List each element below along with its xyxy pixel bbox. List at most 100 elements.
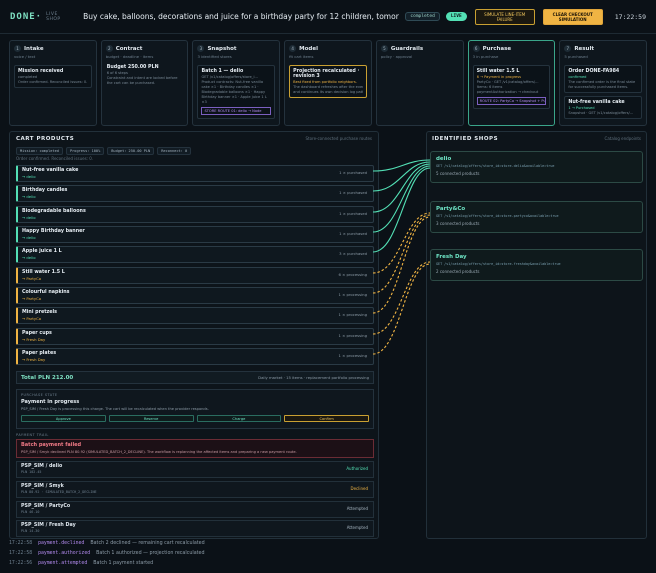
- stage-name: Model: [299, 45, 318, 52]
- total-note: Daily market · 15 items · replacement po…: [258, 375, 369, 380]
- stage-model[interactable]: 4 Model fit cart items Projection recalc…: [284, 40, 372, 126]
- simulate-failure-button[interactable]: SIMULATE LINE-ITEM FAILURE: [474, 8, 535, 25]
- log-event: payment.authorized: [38, 551, 91, 556]
- psp-detail: PLN 14.30: [21, 529, 40, 533]
- reserve-button[interactable]: Reserve: [108, 415, 194, 422]
- shop-card-freshday[interactable]: Fresh Day GET /v1/catalog/offers/store_i…: [430, 249, 643, 281]
- shops-title: IDENTIFIED SHOPS: [432, 136, 499, 142]
- item-shop: → PartyCo: [22, 296, 42, 301]
- card-line: completed: [18, 75, 38, 79]
- cart-total: Total PLN 212.00 Daily market · 15 items…: [16, 371, 374, 384]
- card-line: Items: 6 items: [476, 85, 503, 89]
- item-status: 1 × processing: [338, 333, 367, 338]
- psp-name: PSP_SIM / Fresh Day: [21, 523, 76, 528]
- stage-card: Projection recalculated · revision 3 Bes…: [289, 65, 367, 98]
- psp-name: PSP_SIM / PartyCo: [21, 504, 71, 509]
- card-line: 6 of 6 steps: [106, 71, 128, 75]
- stage-contract[interactable]: 2 Contract budget · deadline · items Bud…: [100, 40, 189, 126]
- card-line: 6 → Payment in progress: [476, 75, 521, 79]
- stage-number: 1: [14, 45, 21, 52]
- payment-title: Payment in progress: [21, 399, 80, 405]
- shop-endpoint: GET /v1/catalog/offers/store_id=store-pa…: [436, 214, 559, 218]
- cart-item[interactable]: Mini pretzels → PartyCo 1 × processing: [16, 307, 374, 324]
- psp-row[interactable]: PSP_SIM / delio PLN 102.45 Authorized: [16, 461, 374, 478]
- route-line: [372, 165, 431, 233]
- route-line: [372, 214, 431, 294]
- item-shop: → delio: [22, 194, 36, 199]
- card-line: The confirmed order is the final state: [568, 80, 636, 84]
- card-line: Best fixed from portfolio neighbors.: [293, 80, 357, 84]
- psp-row[interactable]: PSP_SIM / PartyCo PLN 46.10 Attempted: [16, 501, 374, 518]
- cart-item[interactable]: Paper cups → Fresh Day 1 × processing: [16, 328, 374, 345]
- stage-purchase[interactable]: 6 Purchase 3 in purchase Still water 1.5…: [467, 40, 556, 126]
- log-message: Batch 1 authorized — projection recalcul…: [96, 551, 205, 556]
- charge-button[interactable]: Charge: [196, 415, 282, 422]
- item-shop: → delio: [22, 235, 36, 240]
- log-entry: 17:22:56 payment.attempted Batch 1 payme…: [9, 559, 429, 568]
- psp-name: PSP_SIM / delio: [21, 464, 63, 469]
- log-time: 17:22:58: [9, 541, 33, 546]
- item-name: Nut-free vanilla cake: [22, 168, 79, 173]
- stage-number: 2: [105, 45, 113, 52]
- route-line: [372, 163, 431, 213]
- clear-simulation-button[interactable]: CLEAR CHECKOUT SIMULATION: [542, 8, 603, 25]
- cart-item[interactable]: Happy Birthday banner → delio 1 × purcha…: [16, 226, 374, 243]
- stage-intake[interactable]: 1 Intake voice / text Mission received c…: [9, 40, 97, 126]
- item-name: Birthday candles: [22, 188, 68, 193]
- stage-number: 4: [289, 45, 297, 52]
- cart-item[interactable]: Paper plates → Fresh Day 1 × processing: [16, 348, 374, 365]
- item-name: Still water 1.5 L: [22, 270, 65, 275]
- card-title: Budget 250.00 PLN: [106, 65, 159, 70]
- item-shop: → delio: [22, 255, 36, 260]
- item-name: Happy Birthday banner: [22, 229, 85, 234]
- cart-item[interactable]: Biodegradable balloons → delio 1 × purch…: [16, 206, 374, 223]
- cart-chips: Mission: completed Progress: 100% Budget…: [16, 147, 192, 155]
- log-time: 17:22:58: [9, 551, 33, 556]
- stage-name: Contract: [115, 45, 143, 52]
- psp-status: Attempted: [346, 506, 368, 511]
- route-line: [372, 216, 431, 314]
- shop-name: delio: [436, 156, 452, 162]
- route-line: [372, 212, 431, 274]
- payment-trail-label: PAYMENT TRAIL: [16, 433, 49, 437]
- stage-subtitle: policy · approval: [380, 54, 413, 59]
- cart-item[interactable]: Birthday candles → delio 1 × purchased: [16, 185, 374, 202]
- item-status: 1 × processing: [338, 312, 367, 317]
- cart-hint: Store-connected purchase routes: [305, 136, 372, 141]
- card-line: confirmed: [568, 75, 587, 79]
- card-title: Still water 1.5 L: [476, 69, 520, 74]
- log-event: payment.attempted: [38, 561, 88, 566]
- psp-detail: PLN 80.92 · SIMULATED_BATCH_2_DECLINE: [21, 490, 97, 494]
- cart-item[interactable]: Nut-free vanilla cake → delio 1 × purcha…: [16, 165, 374, 182]
- stage-guardrails[interactable]: 5 Guardrails policy · approval: [375, 40, 464, 126]
- cart-item[interactable]: Still water 1.5 L → PartyCo 6 × processi…: [16, 267, 374, 284]
- psp-status: Authorized: [346, 466, 368, 471]
- stage-card: Nut-free vanilla cake 1 → Purchased Snap…: [564, 96, 643, 119]
- stage-result[interactable]: 7 Result 5 purchased Order DONE-FA984 co…: [559, 40, 648, 126]
- chip: Budget: 250.00 PLN: [107, 147, 155, 155]
- card-line: Product contracts: Nut-free vanilla: [201, 80, 264, 84]
- cart-title: CART PRODUCTS: [16, 136, 75, 142]
- item-name: Paper cups: [22, 331, 52, 336]
- live-badge: LIVE: [445, 12, 467, 21]
- route-tag: ROUTE 02: PartyCo → Snapshot + Purchase: [476, 97, 547, 105]
- shop-card-partyco[interactable]: Party&Co GET /v1/catalog/offers/store_id…: [430, 201, 643, 233]
- psp-row[interactable]: PSP_SIM / Smyk PLN 80.92 · SIMULATED_BAT…: [16, 481, 374, 498]
- stage-name: Intake: [24, 45, 44, 52]
- cart-item[interactable]: Colourful napkins → PartyCo 1 × processi…: [16, 287, 374, 304]
- stage-number: 5: [380, 45, 388, 52]
- approve-button[interactable]: Approve: [21, 415, 106, 422]
- card-title: Projection recalculated · revision 3: [293, 69, 360, 79]
- psp-row[interactable]: PSP_SIM / Fresh Day PLN 14.30 Attempted: [16, 520, 374, 537]
- stage-snapshot[interactable]: 3 Snapshot 3 identified stores Batch 1 —…: [192, 40, 281, 126]
- shop-name: Fresh Day: [436, 254, 467, 260]
- route-line: [372, 161, 431, 192]
- log-entry: 17:22:58 payment.declined Batch 2 declin…: [9, 539, 429, 548]
- stage-name: Purchase: [482, 45, 512, 52]
- shop-card-delio[interactable]: delio GET /v1/catalog/offers/store_id=st…: [430, 151, 643, 183]
- chip: Progress: 100%: [65, 147, 105, 155]
- cart-item[interactable]: Apple juice 1 L → delio 3 × purchased: [16, 246, 374, 263]
- shop-count: 2 connected products: [436, 269, 480, 274]
- card-line: for successfully purchased items.: [568, 85, 629, 89]
- confirm-button[interactable]: Confirm: [284, 415, 369, 422]
